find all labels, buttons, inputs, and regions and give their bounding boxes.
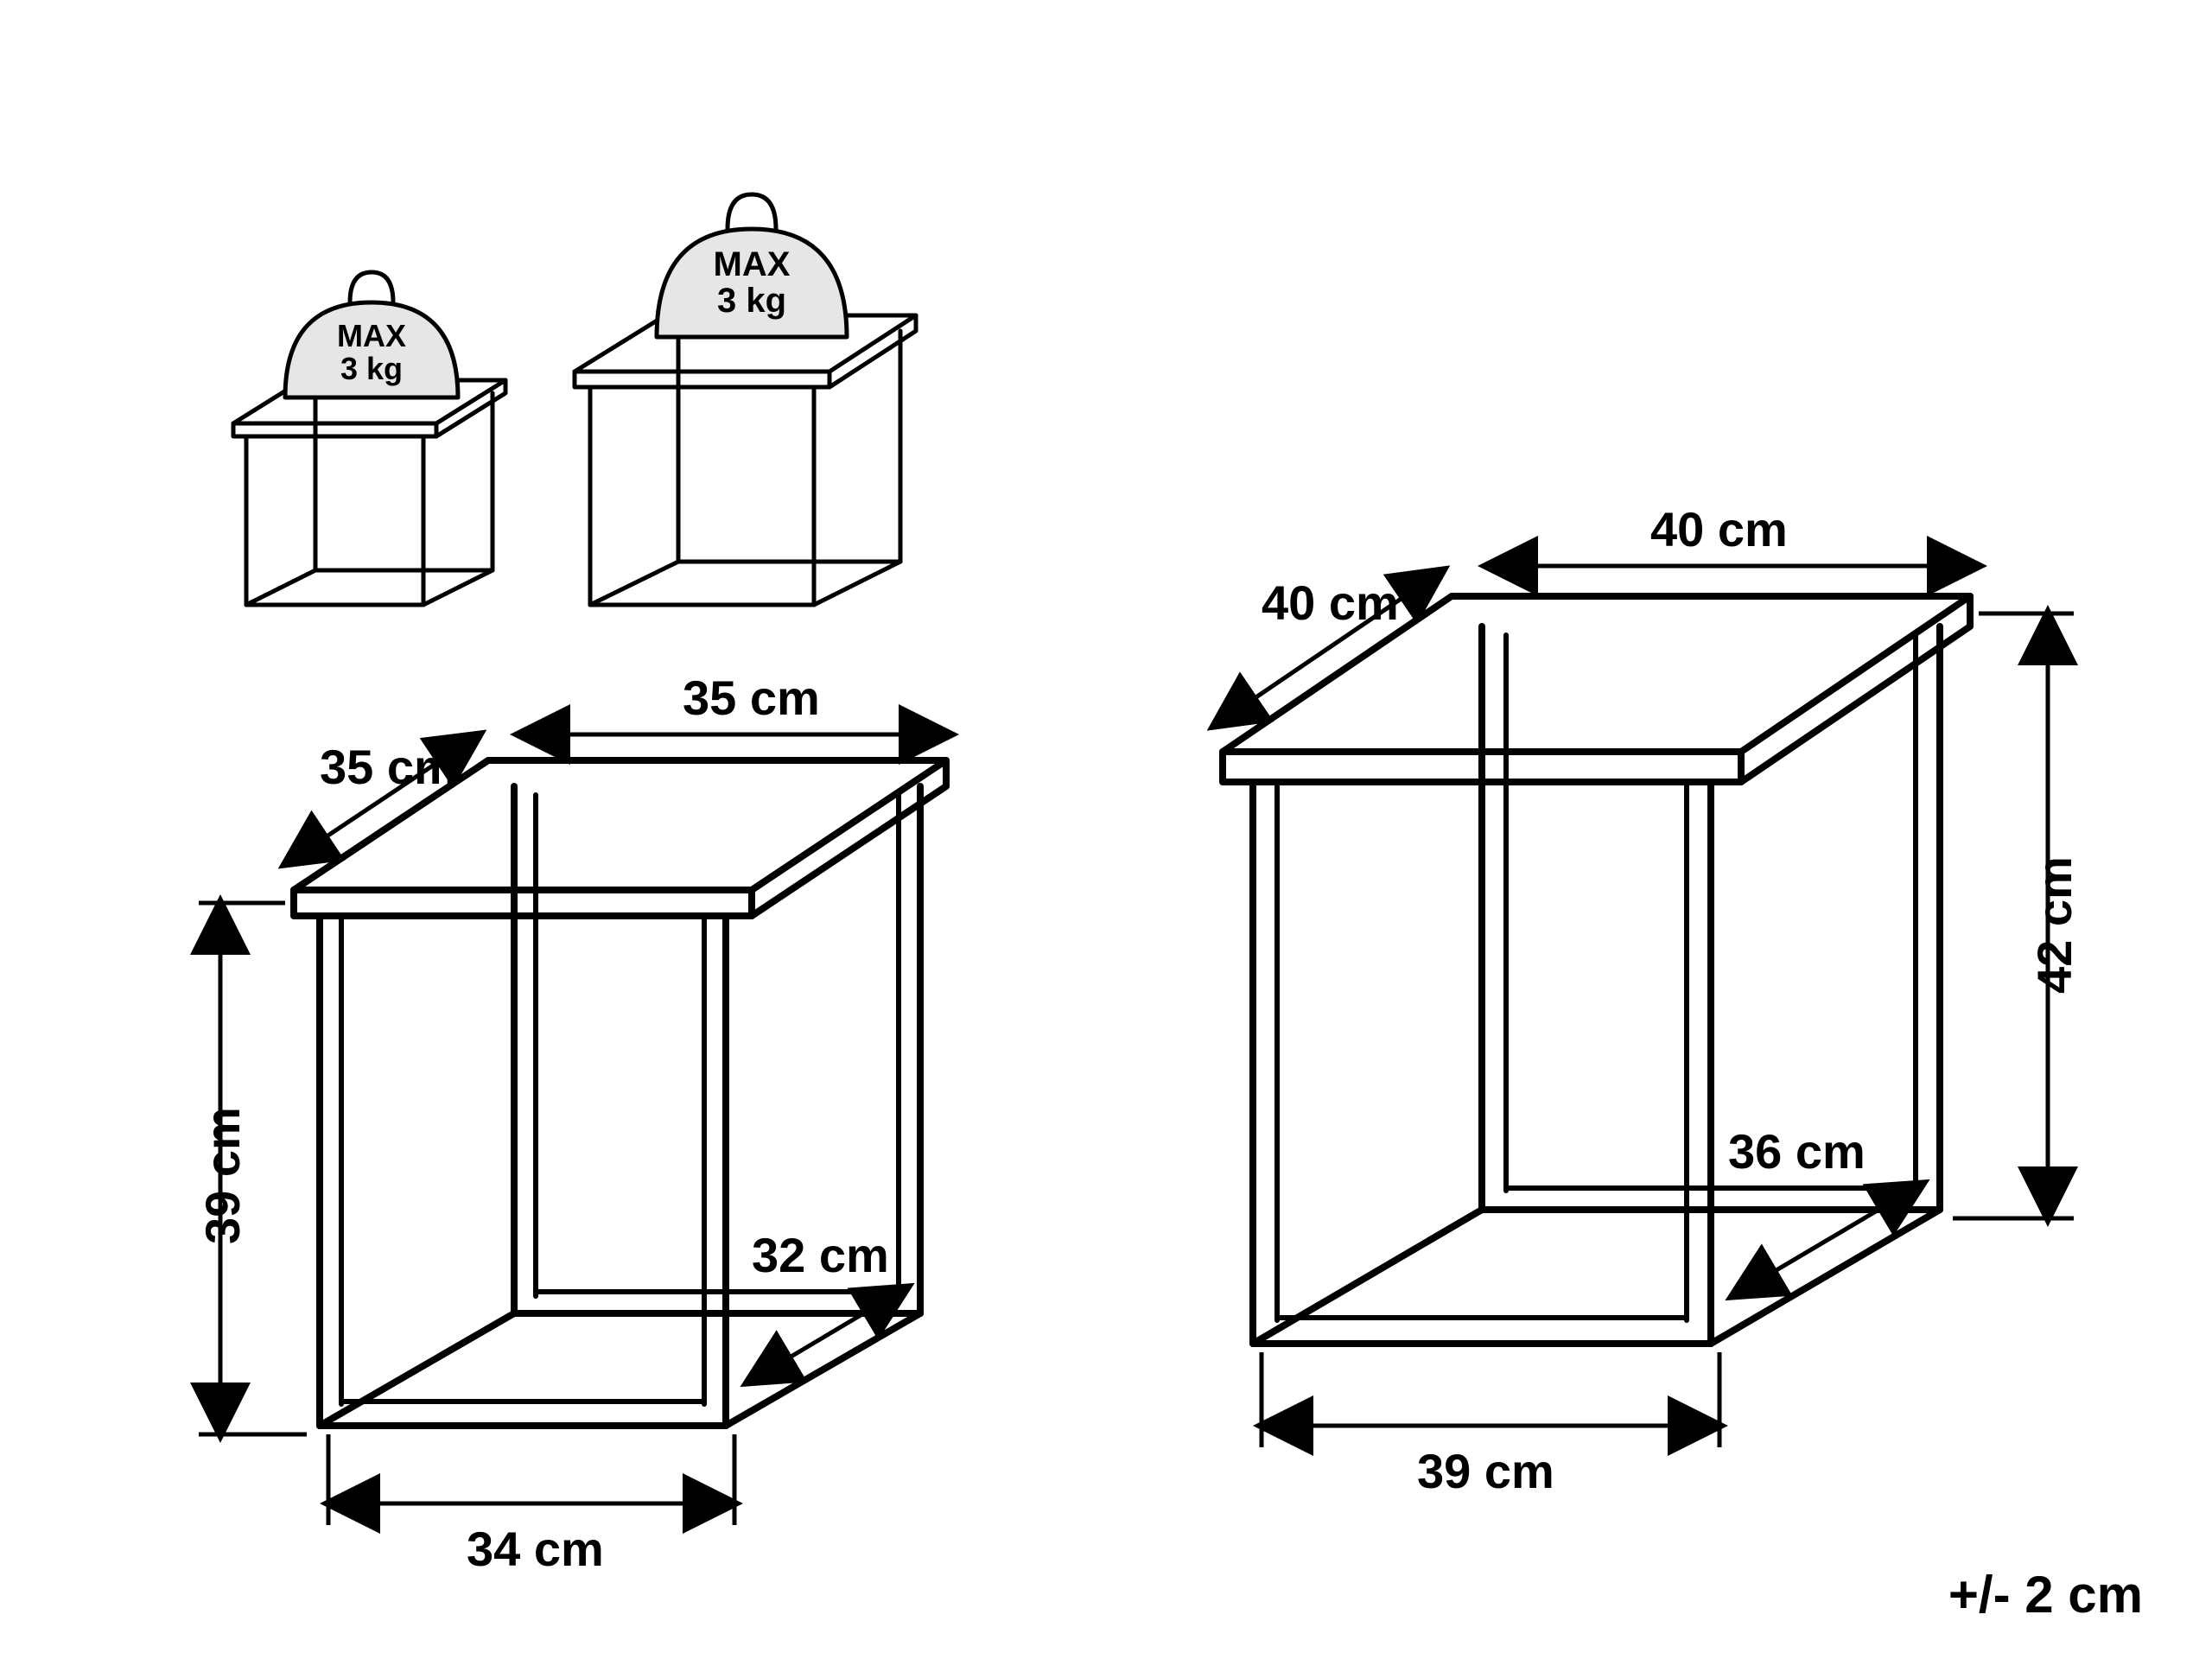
icon-table-small	[233, 380, 505, 605]
diagram-svg	[0, 0, 2212, 1659]
dim-large-width: 40 cm	[1650, 501, 1788, 557]
table-small-drawing	[294, 760, 946, 1426]
dim-small-width: 35 cm	[683, 670, 820, 726]
weight-small-line2: 3 kg	[320, 353, 423, 385]
icon-group	[233, 194, 916, 605]
tolerance-label: +/- 2 cm	[1948, 1565, 2143, 1624]
dim-small-base: 34 cm	[467, 1521, 604, 1577]
weight-small-line1: MAX	[320, 320, 423, 353]
dims-small	[199, 734, 950, 1525]
dim-large-depth: 40 cm	[1262, 575, 1399, 631]
weight-large-line2: 3 kg	[691, 283, 812, 319]
weight-label-large: MAX 3 kg	[691, 246, 812, 319]
dim-large-height: 42 cm	[2026, 856, 2082, 994]
dim-small-inner: 32 cm	[752, 1227, 889, 1283]
diagram-canvas: MAX 3 kg MAX 3 kg 35 cm 35 cm 39 cm 32 c…	[0, 0, 2212, 1659]
dim-small-height: 39 cm	[194, 1107, 251, 1244]
weight-large-line1: MAX	[691, 246, 812, 283]
dim-small-depth: 35 cm	[320, 739, 457, 795]
weight-label-small: MAX 3 kg	[320, 320, 423, 385]
table-large-drawing	[1223, 596, 1970, 1344]
icon-table-large	[575, 315, 916, 605]
dim-large-base: 39 cm	[1417, 1443, 1554, 1499]
dim-large-inner: 36 cm	[1728, 1123, 1866, 1179]
